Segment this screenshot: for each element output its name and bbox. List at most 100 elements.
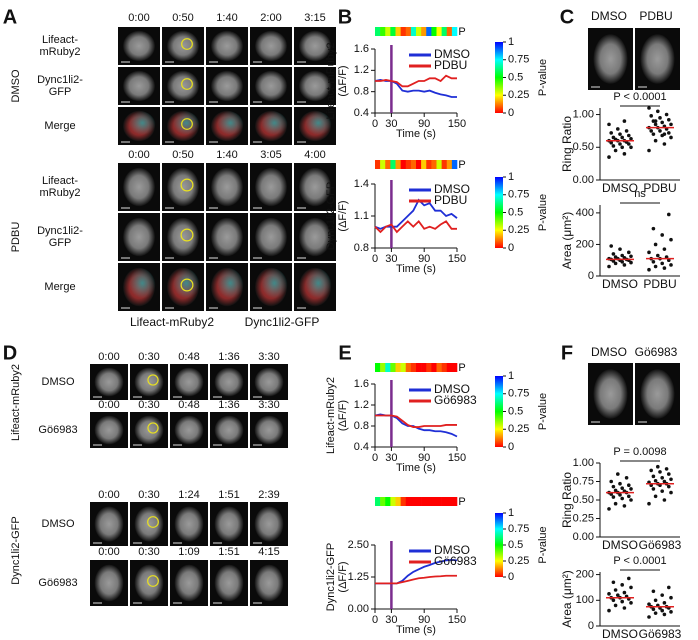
row-label: DMSO [42,376,75,388]
pvalue-cell [410,363,417,372]
comparison-annotation: P < 0.0001 [613,555,666,567]
pvalue-cell [436,27,442,36]
x-tick-label: 90 [418,614,430,626]
pvalue-cell [380,497,386,506]
colorbar-tick-label: 0.5 [508,405,523,417]
colorbar-label: P-value [537,59,549,96]
data-point [616,593,620,597]
panel-label: D [3,342,17,364]
series-line [375,74,457,88]
pvalue-cell [380,27,386,36]
time-label: 3:15 [304,12,325,24]
data-point [620,253,624,258]
comparison-annotation: P = 0.0098 [613,446,666,458]
x-tick-label: 30 [385,118,397,130]
y-tick-label: 1.1 [354,210,369,222]
data-point [627,494,631,499]
pvalue-cell [426,497,432,506]
cell [123,30,155,62]
cell [174,564,204,602]
pvalue-cell [431,27,437,36]
panel-label: B [338,6,352,28]
pvalue-label: P [458,159,465,171]
colorbar-tick-label: 0.5 [508,71,523,83]
pvalue-cell [426,363,432,372]
cell-overlay [298,267,332,307]
x-axis-label: Time (s) [396,263,436,275]
time-label: 0:00 [98,351,119,363]
cell [123,70,155,102]
legend-label: PDBU [434,193,467,207]
pvalue-cell [405,363,412,372]
y-tick-label: 0 [588,270,594,282]
row-label: Lifeact- [42,34,78,46]
pvalue-cell [441,160,448,169]
time-label: 4:00 [304,149,325,161]
colorbar-tick-label: 0.25 [508,555,529,567]
y-tick-label: 0.8 [354,420,369,432]
x-tick-label: 0 [372,614,378,626]
roi-circle [180,278,194,292]
data-point [651,589,656,594]
pvalue-cell [451,27,458,36]
y-tick-label: 0.00 [573,531,594,543]
roi-circle [181,38,193,50]
data-point [664,112,669,117]
colorbar-tick-label: 0.75 [508,54,529,66]
legend-label: Gö6983 [434,393,477,407]
cell [640,34,675,84]
x-tick-label: DMSO [602,627,638,640]
time-label: 0:48 [178,399,199,411]
cell [211,217,243,257]
colorbar-tick-label: 0.25 [508,224,529,236]
y-tick-label: 1.00 [573,457,594,469]
data-point [618,132,622,136]
data-point [658,470,662,474]
pvalue-cell [375,27,381,36]
data-point [669,610,673,614]
x-tick-label: Gö6983 [639,538,682,552]
pvalue-cell [421,27,427,36]
pvalue-cell [426,27,432,36]
x-tick-label: 30 [385,614,397,626]
row-label: Gö6983 [38,577,77,589]
pvalue-cell [436,497,442,506]
x-tick-label: 0 [372,253,378,265]
colorbar-tick-label: 1 [508,36,514,48]
data-point [669,237,673,242]
data-point [609,479,613,484]
data-point [613,148,618,153]
data-point [653,478,658,483]
cell [167,30,199,62]
data-point [611,144,616,148]
cell-overlay [210,267,244,307]
colorbar-tick-label: 0 [508,242,514,254]
row-label: Gö6983 [38,424,77,436]
y-tick-label: 1.4 [354,178,369,190]
data-point [607,155,611,159]
cell [255,70,287,102]
roi-circle [147,516,159,528]
data-point [669,122,673,127]
time-label: 1:51 [218,489,239,501]
y-tick-label: 1.25 [348,571,369,583]
pvalue-cell [375,160,381,169]
cell [299,167,331,207]
pvalue-cell [451,363,458,372]
colorbar-tick-label: 0.75 [508,388,529,400]
data-point [647,250,651,255]
y-tick-label: 2.50 [348,539,369,551]
data-point [653,494,658,499]
y-tick-label: 0.00 [573,174,594,186]
y-tick-label: 1.00 [573,108,594,120]
panel-label: C [560,6,574,28]
data-point [647,267,651,272]
data-point [662,498,667,502]
cell [255,217,287,257]
time-label: 0:00 [128,12,149,24]
time-label: 0:30 [138,489,159,501]
channel-label: Lifeact-mRuby2 [10,364,22,441]
pvalue-cell [375,363,381,372]
data-point [607,592,611,596]
data-point [629,145,633,150]
